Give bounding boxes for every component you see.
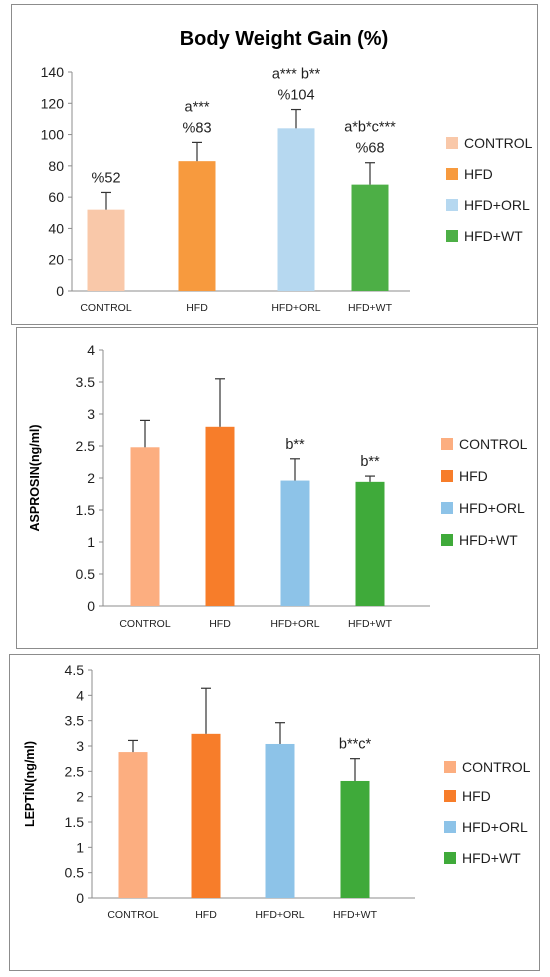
x-tick-label: HFD+ORL (255, 909, 304, 921)
chart-asprosin: ASPROSIN(ng/ml) 0 0.5 1 1.5 2 2.5 3 3.5 4 CONTROL H… (28, 342, 528, 630)
y-tick-label: 140 (41, 64, 65, 80)
legend-swatch (444, 852, 456, 864)
data-label: %68 (355, 141, 384, 157)
bar-hfd-orl (277, 128, 315, 291)
legend-swatch (444, 790, 456, 802)
y-tick-label: 80 (48, 158, 64, 174)
chart-leptin: LEPTİN(ng/ml) 0 0.5 1 1.5 2 2.5 3 3.5 4 4.5 CONTROL… (22, 662, 531, 921)
y-tick-label: 120 (41, 95, 65, 111)
bar-hfd (205, 426, 235, 606)
legend-label: HFD+WT (462, 850, 521, 866)
bar-hfd-orl (265, 743, 295, 898)
legend-label: HFD+ORL (462, 819, 528, 835)
legend-label: HFD (464, 166, 493, 182)
y-tick-label: 0.5 (65, 865, 85, 881)
y-tick-label: 1 (87, 534, 95, 550)
y-tick-label: 2 (76, 789, 84, 805)
chart-body-weight: Body Weight Gain (%) 0 20 40 60 80 100 120 140 %5… (41, 28, 533, 314)
y-tick-label: 1.5 (65, 814, 85, 830)
y-tick-label: 4.5 (65, 662, 85, 678)
y-axis-label: ASPROSIN(ng/ml) (28, 425, 42, 532)
legend-swatch (441, 534, 453, 546)
legend-swatch (446, 199, 458, 211)
bar-hfd-wt (340, 780, 370, 898)
chart-panel-leptin: LEPTİN(ng/ml) 0 0.5 1 1.5 2 2.5 3 3.5 4 4.5 CONTROL… (9, 654, 540, 971)
data-label: %52 (91, 170, 120, 186)
legend-label: HFD+ORL (459, 500, 525, 516)
data-label: a*** b** (272, 67, 321, 83)
y-tick-label: 40 (48, 220, 64, 236)
bar-control (118, 752, 148, 898)
y-tick-label: 4 (87, 342, 95, 358)
y-tick-label: 0.5 (76, 566, 96, 582)
y-tick-label: 20 (48, 252, 64, 268)
legend-label: CONTROL (464, 135, 533, 151)
y-tick-label: 2.5 (76, 438, 96, 454)
y-tick-label: 3 (87, 406, 95, 422)
x-tick-label: HFD+WT (333, 909, 378, 921)
bar-control (87, 209, 125, 291)
x-tick-label: CONTROL (80, 302, 131, 314)
bar-hfd (191, 733, 221, 898)
data-label: a*** (185, 99, 210, 115)
x-tick-label: HFD+WT (348, 302, 393, 314)
x-tick-label: HFD (209, 618, 231, 630)
x-tick-label: HFD (186, 302, 208, 314)
data-label: a*b*c*** (344, 120, 396, 136)
y-tick-label: 2 (87, 470, 95, 486)
x-tick-label: CONTROL (119, 618, 170, 630)
data-label: b** (360, 454, 380, 470)
y-axis-label: LEPTİN(ng/ml) (22, 741, 37, 827)
bar-hfd-wt (351, 184, 389, 291)
legend-swatch (446, 230, 458, 242)
y-tick-label: 1 (76, 839, 84, 855)
y-tick-label: 100 (41, 127, 65, 143)
y-tick-label: 2.5 (65, 763, 85, 779)
legend-swatch (446, 168, 458, 180)
y-tick-label: 3 (76, 738, 84, 754)
legend-label: HFD+ORL (464, 197, 530, 213)
legend-swatch (441, 438, 453, 450)
x-tick-label: HFD+ORL (271, 302, 320, 314)
legend-swatch (441, 470, 453, 482)
y-tick-label: 0 (76, 890, 84, 906)
chart-panel-body-weight: Body Weight Gain (%) 0 20 40 60 80 100 120 140 %5… (11, 4, 538, 325)
legend-swatch (444, 821, 456, 833)
legend-label: HFD+WT (459, 532, 518, 548)
chart-title: Body Weight Gain (%) (180, 28, 389, 50)
x-tick-label: HFD+WT (348, 618, 393, 630)
x-tick-label: HFD+ORL (270, 618, 319, 630)
data-label: %104 (277, 88, 314, 104)
legend-label: HFD+WT (464, 228, 523, 244)
bar-hfd-orl (280, 480, 310, 606)
y-tick-label: 1.5 (76, 502, 96, 518)
y-tick-label: 0 (87, 598, 95, 614)
legend-swatch (446, 137, 458, 149)
chart-panel-asprosin: ASPROSIN(ng/ml) 0 0.5 1 1.5 2 2.5 3 3.5 4 CONTROL H… (16, 327, 538, 649)
data-label: %83 (182, 120, 211, 136)
y-tick-label: 0 (56, 283, 64, 299)
x-tick-label: HFD (195, 909, 217, 921)
legend-swatch (444, 761, 456, 773)
legend-label: HFD (462, 788, 491, 804)
legend-swatch (441, 502, 453, 514)
y-tick-label: 3.5 (76, 374, 96, 390)
legend-label: CONTROL (462, 759, 531, 775)
y-tick-label: 60 (48, 189, 64, 205)
legend-label: CONTROL (459, 436, 528, 452)
y-tick-label: 3.5 (65, 713, 85, 729)
data-label: b** (285, 437, 305, 453)
bar-hfd-wt (355, 481, 385, 606)
bar-hfd (178, 161, 216, 291)
y-tick-label: 4 (76, 687, 84, 703)
legend-label: HFD (459, 468, 488, 484)
data-label: b**c* (339, 737, 372, 753)
bar-control (130, 447, 160, 606)
x-tick-label: CONTROL (107, 909, 158, 921)
